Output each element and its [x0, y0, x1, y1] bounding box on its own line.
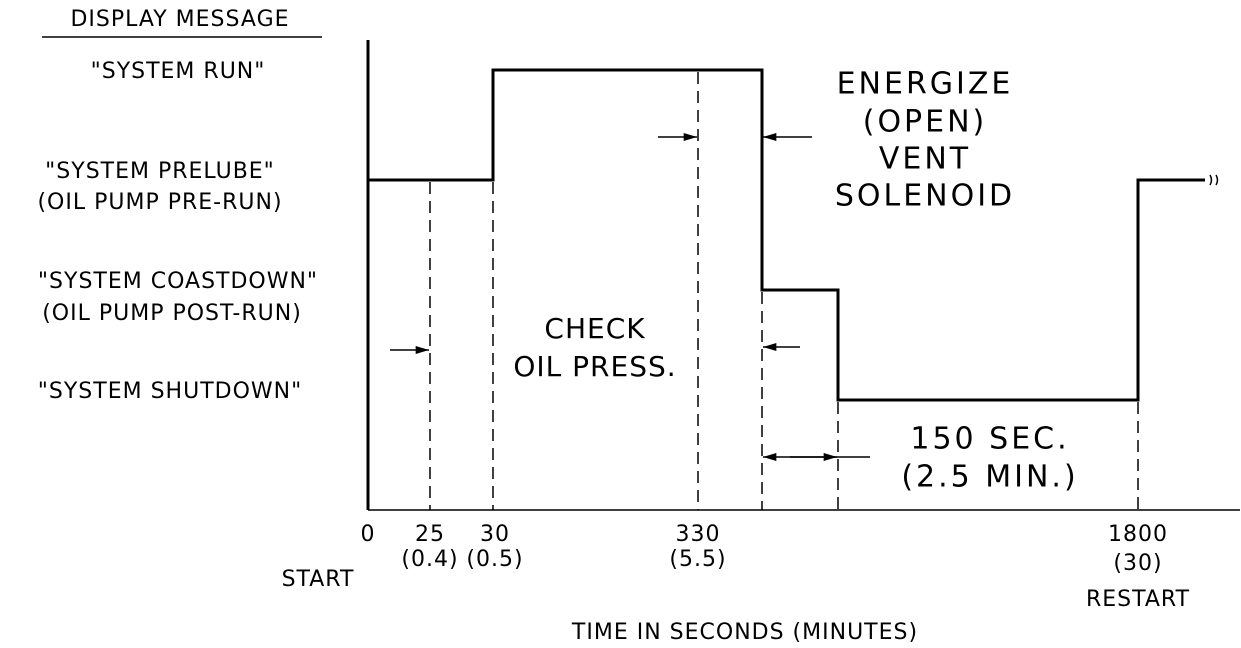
- restart-label: RESTART: [1086, 587, 1190, 612]
- x-label-minutes: (0.5): [466, 547, 523, 572]
- start-label: START: [282, 567, 355, 592]
- state-note: (OIL PUMP PRE-RUN): [37, 190, 282, 215]
- x-label: 25: [415, 522, 445, 547]
- vent-note: ENERGIZE: [837, 67, 1014, 102]
- vent-note: SOLENOID: [835, 179, 1015, 214]
- state-label: "SYSTEM RUN": [91, 59, 266, 84]
- delay-note: (2.5 MIN.): [901, 460, 1078, 495]
- state-label: "SYSTEM PRELUBE": [45, 159, 275, 184]
- x-label: 0: [361, 522, 376, 547]
- x-label: 30: [480, 522, 510, 547]
- x-label: 330: [676, 522, 721, 547]
- delay-note: 150 SEC.: [910, 422, 1069, 457]
- vent-note: VENT: [879, 142, 971, 177]
- x-label-minutes: (30): [1113, 551, 1162, 576]
- check-note: OIL PRESS.: [513, 350, 676, 383]
- state-note: (OIL PUMP POST-RUN): [42, 301, 302, 326]
- check-note: CHECK: [544, 312, 645, 345]
- state-label: "SYSTEM COASTDOWN": [38, 269, 318, 294]
- x-label-minutes: (0.4): [401, 547, 458, 572]
- axis-title: TIME IN SECONDS (MINUTES): [571, 620, 918, 645]
- state-trace: [368, 68, 1205, 402]
- x-label: 1800: [1108, 522, 1168, 547]
- x-label-minutes: (5.5): [669, 547, 726, 572]
- header-title: DISPLAY MESSAGE: [70, 7, 289, 32]
- state-label: "SYSTEM SHUTDOWN": [38, 379, 302, 404]
- break-mark: [1209, 174, 1219, 186]
- vent-note: (OPEN): [863, 105, 988, 140]
